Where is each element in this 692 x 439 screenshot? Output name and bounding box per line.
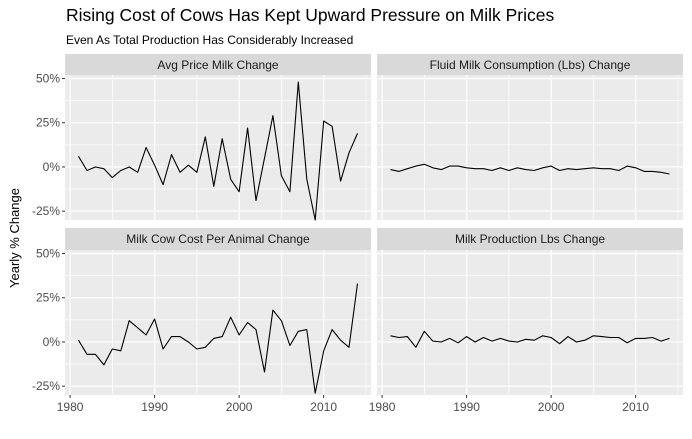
panel-background bbox=[377, 75, 683, 220]
facet-strip bbox=[65, 228, 371, 250]
panel-background bbox=[65, 75, 371, 220]
facet-strip bbox=[377, 54, 683, 75]
series-line bbox=[390, 163, 670, 175]
facet-strip-label: Fluid Milk Consumption (Lbs) Change bbox=[430, 58, 631, 72]
panel-background bbox=[65, 250, 371, 395]
x-tick-label: 1980 bbox=[57, 400, 84, 414]
y-tick-label: 25% bbox=[36, 116, 60, 130]
panel-background bbox=[377, 250, 683, 395]
y-tick-label: 0% bbox=[43, 335, 61, 349]
x-tick-label: 2010 bbox=[310, 400, 337, 414]
facet-strip-label: Milk Production Lbs Change bbox=[455, 232, 605, 246]
facet-panel: Milk Cow Cost Per Animal Change -25% 0% 25%… bbox=[32, 228, 371, 414]
series-line bbox=[390, 330, 670, 348]
facet-panel: Milk Production Lbs Change 1980 1990 2000 20… bbox=[369, 228, 683, 414]
y-axis-label: Yearly % Change bbox=[7, 188, 22, 288]
facet-strip bbox=[65, 54, 371, 75]
series-line bbox=[78, 81, 359, 221]
x-tick-label: 2000 bbox=[538, 400, 565, 414]
y-tick-label: 0% bbox=[43, 160, 61, 174]
facet-panel: Avg Price Milk Change -25% 0% 25% 50% bbox=[32, 54, 371, 221]
facet-strip bbox=[377, 228, 683, 250]
chart-subtitle: Even As Total Production Has Considerabl… bbox=[66, 33, 354, 47]
y-tick-label: -25% bbox=[32, 379, 60, 393]
x-tick-label: 1990 bbox=[141, 400, 168, 414]
x-tick-label: 1980 bbox=[369, 400, 396, 414]
series-line bbox=[78, 283, 359, 394]
y-tick-label: 50% bbox=[36, 72, 60, 86]
facet-strip-label: Milk Cow Cost Per Animal Change bbox=[126, 232, 310, 246]
x-tick-label: 1990 bbox=[453, 400, 480, 414]
facet-panel: Fluid Milk Consumption (Lbs) Change bbox=[377, 54, 683, 220]
x-tick-label: 2000 bbox=[226, 400, 253, 414]
y-tick-label: -25% bbox=[32, 204, 60, 218]
facet-strip-label: Avg Price Milk Change bbox=[157, 58, 278, 72]
chart-title: Rising Cost of Cows Has Kept Upward Pres… bbox=[66, 5, 555, 25]
y-tick-label: 50% bbox=[36, 247, 60, 261]
y-tick-label: 25% bbox=[36, 291, 60, 305]
x-tick-label: 2010 bbox=[622, 400, 649, 414]
